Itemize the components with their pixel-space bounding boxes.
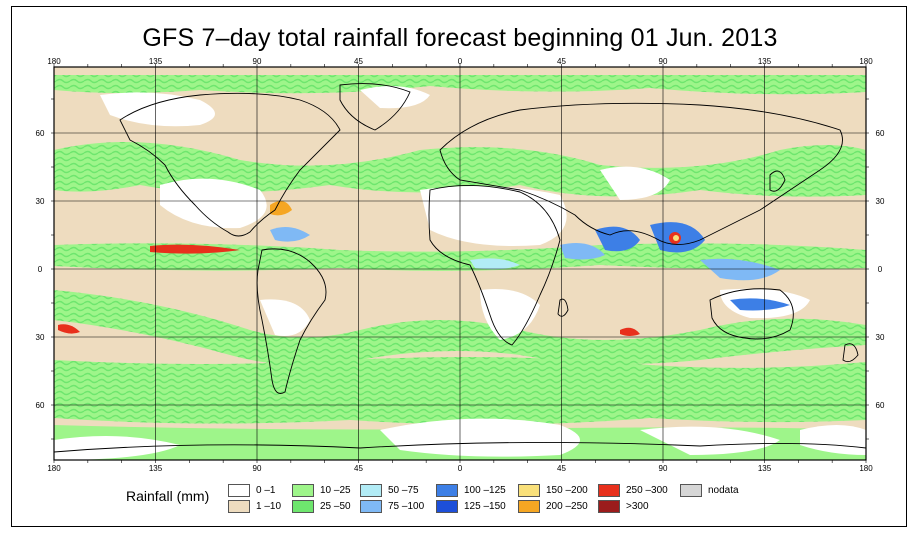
- right-label-30n: 30: [876, 197, 885, 206]
- madagascar: [557, 298, 569, 317]
- right-label-0: 0: [878, 265, 883, 274]
- heavy-rain-areas: [58, 201, 790, 336]
- top-label-135w: 135: [149, 57, 163, 66]
- bottom-axis-labels: 180 135 90 45 0 45 90 135 180: [47, 464, 873, 473]
- top-label-180e: 180: [859, 57, 873, 66]
- map-body: [54, 67, 866, 460]
- legend-swatch-1-10: [228, 500, 250, 513]
- bottom-label-90e: 90: [659, 464, 668, 473]
- top-label-45w: 45: [354, 57, 363, 66]
- right-label-30s: 30: [876, 333, 885, 342]
- bottom-label-45w: 45: [354, 464, 363, 473]
- bottom-label-135e: 135: [758, 464, 772, 473]
- greenland: [339, 83, 411, 131]
- africa: [428, 185, 561, 346]
- legend-title: Rainfall (mm): [126, 488, 210, 504]
- bottom-label-45e: 45: [557, 464, 566, 473]
- top-axis-labels: 180 135 90 45 0 45 90 135 180: [47, 57, 873, 66]
- legend-label-nodata: nodata: [708, 485, 739, 496]
- map-title: GFS 7–day total rainfall forecast beginn…: [142, 24, 778, 52]
- legend-label-75-100: 75 –100: [388, 501, 425, 512]
- right-label-60s: 60: [876, 401, 885, 410]
- legend-label-1-10: 1 –10: [256, 501, 282, 512]
- continents: [54, 83, 866, 453]
- legend-label-over-300: >300: [626, 501, 649, 512]
- legend-label-125-150: 125 –150: [464, 501, 506, 512]
- legend-swatch-25-50: [292, 500, 314, 513]
- bottom-label-180e: 180: [859, 464, 873, 473]
- legend-label-250-300: 250 –300: [626, 485, 668, 496]
- right-axis-labels: 60 30 0 30 60: [876, 129, 885, 410]
- south-america: [256, 248, 327, 394]
- legend-label-100-125: 100 –125: [464, 485, 506, 496]
- legend-swatch-nodata: [680, 484, 702, 497]
- australia: [709, 288, 794, 340]
- antarctica: [54, 442, 866, 453]
- top-label-135e: 135: [758, 57, 772, 66]
- top-label-90w: 90: [253, 57, 262, 66]
- legend-swatch-100-125: [436, 484, 458, 497]
- left-label-30s: 30: [36, 333, 45, 342]
- legend-label-25-50: 25 –50: [320, 501, 351, 512]
- left-label-60n: 60: [36, 129, 45, 138]
- europe-asia: [439, 102, 843, 245]
- legend-swatch-200-250: [518, 500, 540, 513]
- legend-label-150-200: 150 –200: [546, 485, 588, 496]
- bottom-label-135w: 135: [149, 464, 163, 473]
- bottom-label-0: 0: [458, 464, 463, 473]
- legend-swatch-150-200: [518, 484, 540, 497]
- left-label-60s: 60: [36, 401, 45, 410]
- legend-label-50-75: 50 –75: [388, 485, 419, 496]
- left-axis-labels: 60 30 0 30 60: [36, 129, 45, 410]
- top-label-90e: 90: [659, 57, 668, 66]
- legend-label-0-1: 0 –1: [256, 485, 276, 496]
- figure-frame: [11, 6, 907, 527]
- bottom-label-90w: 90: [253, 464, 262, 473]
- legend-swatch-10-25: [292, 484, 314, 497]
- legend-swatch-over-300: [598, 500, 620, 513]
- new-zealand: [842, 343, 859, 363]
- north-america: [119, 92, 341, 237]
- top-label-45e: 45: [557, 57, 566, 66]
- graticule: [54, 67, 866, 460]
- legend-swatch-75-100: [360, 500, 382, 513]
- legend-swatch-0-1: [228, 484, 250, 497]
- legend-swatch-125-150: [436, 500, 458, 513]
- left-label-30n: 30: [36, 197, 45, 206]
- top-label-0: 0: [458, 57, 463, 66]
- legend-label-10-25: 10 –25: [320, 485, 351, 496]
- border-ticks: [51, 64, 869, 463]
- right-label-60n: 60: [876, 129, 885, 138]
- bottom-label-180w: 180: [47, 464, 61, 473]
- legend-swatch-50-75: [360, 484, 382, 497]
- legend-label-200-250: 200 –250: [546, 501, 588, 512]
- left-label-0: 0: [38, 265, 43, 274]
- legend-swatch-250-300: [598, 484, 620, 497]
- japan: [769, 170, 786, 192]
- top-label-180w: 180: [47, 57, 61, 66]
